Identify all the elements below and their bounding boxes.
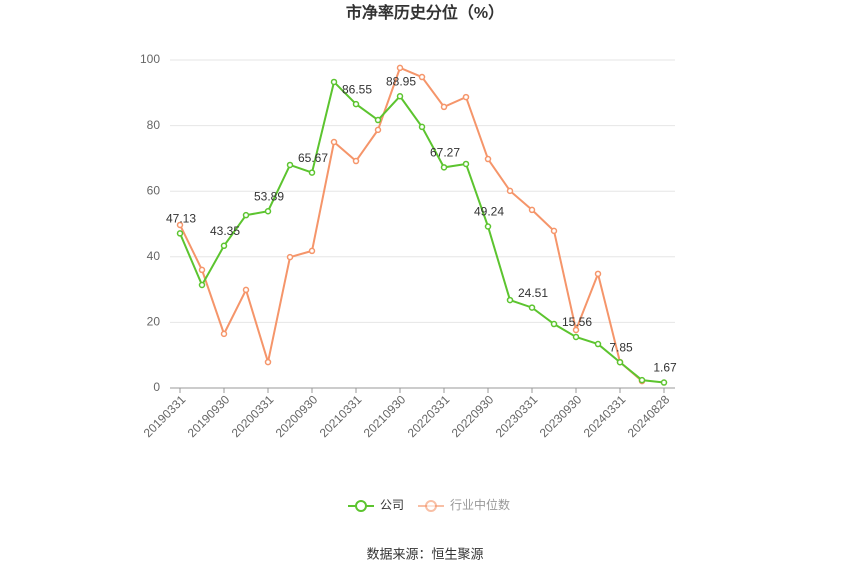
data-point (374, 126, 382, 134)
data-point (352, 100, 360, 108)
data-point (572, 333, 580, 341)
x-tick-label: 20220331 (405, 392, 453, 440)
data-point (198, 266, 206, 274)
data-point (242, 211, 250, 219)
x-tick-label: 20240828 (625, 392, 673, 440)
data-point (330, 78, 338, 86)
data-point (660, 379, 668, 386)
data-label: 65.67 (298, 151, 328, 165)
x-tick-label: 20200930 (273, 392, 321, 440)
data-point (550, 227, 558, 235)
data-point (594, 340, 602, 348)
data-point (264, 358, 272, 366)
legend-item: 行业中位数 (418, 497, 510, 512)
x-tick-label: 20210331 (317, 392, 365, 440)
x-tick-label: 20200331 (229, 392, 277, 440)
data-point (220, 242, 228, 250)
x-tick-label: 20210930 (361, 392, 409, 440)
data-point (264, 207, 272, 215)
data-point (440, 103, 448, 111)
y-tick-label: 40 (147, 249, 161, 263)
data-point (506, 187, 514, 195)
x-tick-label: 20240331 (581, 392, 629, 440)
legend-item: 公司 (348, 498, 404, 512)
data-label: 88.95 (386, 74, 416, 88)
data-label: 24.51 (518, 286, 548, 300)
chart-title: 市净率历史分位（%） (346, 3, 504, 22)
data-label: 53.89 (254, 189, 284, 203)
data-label: 67.27 (430, 146, 460, 160)
legend-marker (355, 500, 367, 512)
data-point (594, 270, 602, 278)
data-point (374, 116, 382, 124)
legend-marker (425, 500, 437, 512)
data-point (396, 64, 404, 72)
data-point (176, 230, 184, 237)
data-point (462, 93, 470, 101)
x-tick-label: 20190331 (141, 392, 189, 440)
data-point (506, 296, 514, 304)
y-tick-label: 20 (147, 315, 161, 329)
data-point (484, 223, 492, 230)
data-point (286, 253, 294, 261)
data-point (528, 304, 536, 311)
data-point (352, 157, 360, 165)
data-point (440, 164, 448, 171)
data-point (286, 161, 294, 169)
data-label: 7.85 (609, 340, 633, 354)
x-tick-label: 20220930 (449, 392, 497, 440)
y-tick-label: 80 (147, 118, 161, 132)
series-line (179, 66, 643, 382)
x-tick-label: 20230930 (537, 392, 585, 440)
data-point (418, 123, 426, 131)
data-point (550, 320, 558, 328)
data-point (220, 330, 228, 338)
data-point (528, 206, 536, 214)
data-point (242, 286, 250, 294)
y-tick-label: 60 (147, 183, 161, 197)
data-point (638, 376, 646, 384)
data-point (176, 221, 184, 229)
data-label: 86.55 (342, 82, 372, 96)
x-tick-label: 20230331 (493, 392, 541, 440)
data-label: 43.35 (210, 224, 240, 238)
data-point (418, 73, 426, 81)
data-point (396, 92, 404, 100)
legend-label: 公司 (380, 498, 404, 512)
legend-label: 行业中位数 (450, 497, 510, 512)
x-tick-label: 20190930 (185, 392, 233, 440)
data-point (616, 359, 624, 366)
data-label: 47.13 (166, 212, 196, 226)
data-point (484, 155, 492, 163)
source: 数据来源：恒生聚源 (366, 546, 483, 561)
data-label: 1.67 (653, 361, 677, 375)
data-point (572, 326, 580, 334)
data-label: 49.24 (474, 205, 504, 219)
data-point (308, 169, 316, 176)
data-label: 15.56 (562, 315, 592, 329)
y-tick-label: 100 (140, 52, 160, 66)
data-point (198, 281, 206, 289)
y-tick-label: 0 (153, 380, 160, 394)
data-point (462, 160, 470, 168)
data-point (308, 247, 316, 255)
data-point (330, 138, 338, 146)
